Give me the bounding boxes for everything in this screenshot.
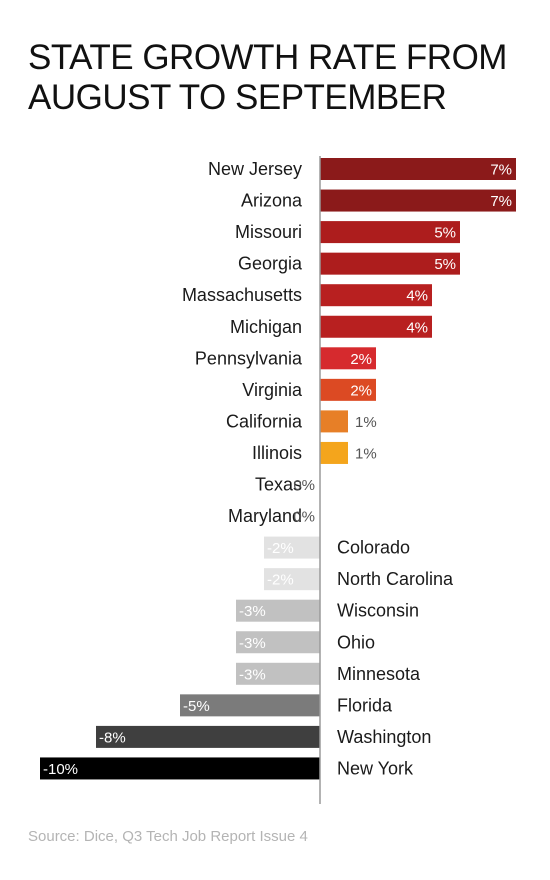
value-label-new-jersey: 7%	[490, 162, 512, 179]
bar-michigan	[320, 315, 432, 338]
bar-virginia	[320, 378, 376, 401]
value-label-florida: -5%	[183, 698, 210, 715]
bar-missouri	[320, 221, 460, 244]
value-label-virginia: 2%	[350, 382, 372, 399]
category-label-new-jersey: New Jersey	[208, 159, 302, 179]
value-label-arizona: 7%	[490, 193, 512, 210]
value-label-maryland: 0%	[293, 509, 315, 526]
value-label-ohio: -3%	[239, 635, 266, 652]
bar-pennsylvania	[320, 347, 376, 370]
value-label-missouri: 5%	[434, 225, 456, 242]
value-label-texas: 0%	[293, 477, 315, 494]
category-label-washington: Washington	[337, 727, 431, 747]
chart-title: STATE GROWTH RATE FROM AUGUST TO SEPTEMB…	[28, 38, 528, 118]
category-label-michigan: Michigan	[230, 317, 302, 337]
value-label-michigan: 4%	[406, 319, 428, 336]
value-label-wisconsin: -3%	[239, 603, 266, 620]
category-label-arizona: Arizona	[241, 191, 303, 211]
chart-title-line-2: AUGUST TO SEPTEMBER	[28, 78, 447, 117]
category-label-georgia: Georgia	[238, 254, 303, 274]
value-label-washington: -8%	[99, 729, 126, 746]
bar-illinois	[320, 441, 348, 464]
value-label-california: 1%	[355, 414, 377, 431]
category-label-illinois: Illinois	[252, 443, 302, 463]
value-label-colorado: -2%	[267, 540, 294, 557]
bar-colorado	[264, 536, 320, 559]
bar-wisconsin	[236, 599, 320, 622]
bar-new-jersey	[320, 158, 516, 180]
value-label-illinois: 1%	[355, 445, 377, 462]
category-label-pennsylvania: Pennsylvania	[195, 348, 303, 368]
value-label-minnesota: -3%	[239, 666, 266, 683]
category-label-north-carolina: North Carolina	[337, 569, 454, 589]
category-label-minnesota: Minnesota	[337, 664, 421, 684]
value-label-new-york: -10%	[43, 761, 78, 778]
value-label-pennsylvania: 2%	[350, 351, 372, 368]
bar-arizona	[320, 189, 516, 212]
bar-florida	[180, 694, 320, 717]
category-label-texas: Texas	[255, 475, 302, 495]
category-label-wisconsin: Wisconsin	[337, 601, 419, 621]
chart-title-line-1: STATE GROWTH RATE FROM	[28, 38, 507, 77]
category-label-florida: Florida	[337, 695, 393, 715]
value-label-north-carolina: -2%	[267, 572, 294, 589]
bar-washington	[96, 725, 320, 748]
category-label-new-york: New York	[337, 758, 414, 778]
value-label-massachusetts: 4%	[406, 288, 428, 305]
bar-north-carolina	[264, 568, 320, 591]
value-label-georgia: 5%	[434, 256, 456, 273]
bar-minnesota	[236, 662, 320, 685]
category-label-california: California	[226, 411, 303, 431]
bar-massachusetts	[320, 284, 432, 307]
bar-ohio	[236, 631, 320, 654]
source-note: Source: Dice, Q3 Tech Job Report Issue 4	[28, 828, 308, 845]
category-label-massachusetts: Massachusetts	[182, 285, 302, 305]
category-label-colorado: Colorado	[337, 538, 410, 558]
category-label-missouri: Missouri	[235, 222, 302, 242]
category-label-virginia: Virginia	[242, 380, 303, 400]
category-label-maryland: Maryland	[228, 506, 302, 526]
category-label-ohio: Ohio	[337, 632, 375, 652]
bar-california	[320, 410, 348, 433]
bar-new-york	[40, 757, 320, 780]
bar-georgia	[320, 252, 460, 275]
